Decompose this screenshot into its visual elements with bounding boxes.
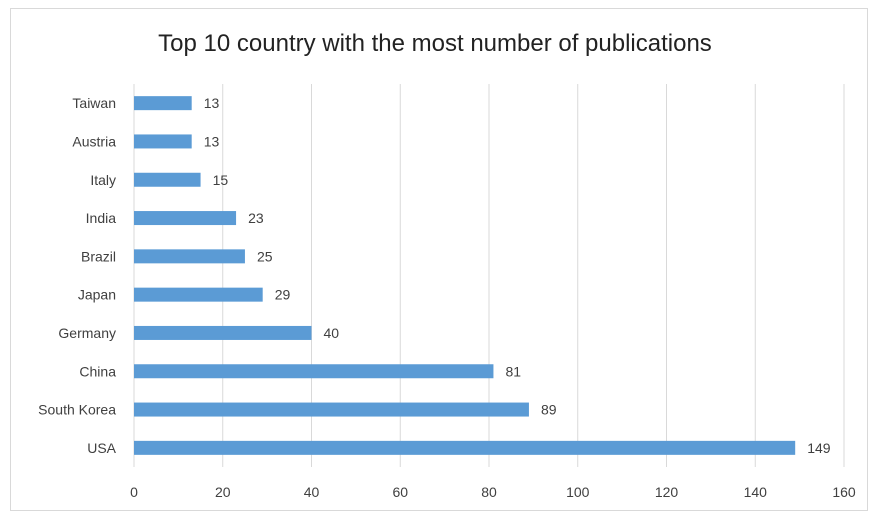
data-label: 149 <box>807 440 831 456</box>
category-label: Japan <box>78 287 116 303</box>
chart-title: Top 10 country with the most number of p… <box>158 30 712 57</box>
category-label: Taiwan <box>72 95 116 111</box>
category-label: Austria <box>72 133 116 149</box>
bar-italy <box>134 172 201 187</box>
data-label: 89 <box>541 402 557 418</box>
bars <box>134 96 796 455</box>
bar-japan <box>134 287 263 302</box>
data-label: 25 <box>257 248 273 264</box>
bar-taiwan <box>134 96 192 111</box>
x-tick-label: 0 <box>130 484 138 500</box>
x-tick-label: 60 <box>392 484 408 500</box>
category-label: Germany <box>58 325 116 341</box>
data-label: 81 <box>505 363 521 379</box>
data-label: 29 <box>275 287 291 303</box>
bar-india <box>134 211 237 226</box>
bar-brazil <box>134 249 245 264</box>
x-tick-label: 20 <box>215 484 231 500</box>
bar-south-korea <box>134 402 529 417</box>
category-label: India <box>86 210 117 226</box>
category-label: USA <box>87 440 116 456</box>
category-label: Italy <box>90 172 116 188</box>
x-tick-label: 40 <box>304 484 320 500</box>
x-tick-label: 120 <box>655 484 679 500</box>
x-tick-label: 160 <box>832 484 856 500</box>
data-label: 13 <box>204 95 220 111</box>
data-label: 23 <box>248 210 264 226</box>
bar-usa <box>134 440 796 455</box>
bar-germany <box>134 325 312 340</box>
x-tick-label: 100 <box>566 484 590 500</box>
bar-china <box>134 364 494 379</box>
category-label: South Korea <box>38 402 116 418</box>
x-tick-label: 80 <box>481 484 497 500</box>
data-label: 40 <box>324 325 340 341</box>
data-label: 13 <box>204 133 220 149</box>
category-label: China <box>79 363 116 379</box>
labels: 0 20 40 60 80 100 120 140 160 USA 149 South Korea 89… <box>38 95 856 500</box>
x-tick-label: 140 <box>744 484 768 500</box>
bar-austria <box>134 134 192 149</box>
category-label: Brazil <box>81 248 116 264</box>
data-label: 15 <box>213 172 229 188</box>
